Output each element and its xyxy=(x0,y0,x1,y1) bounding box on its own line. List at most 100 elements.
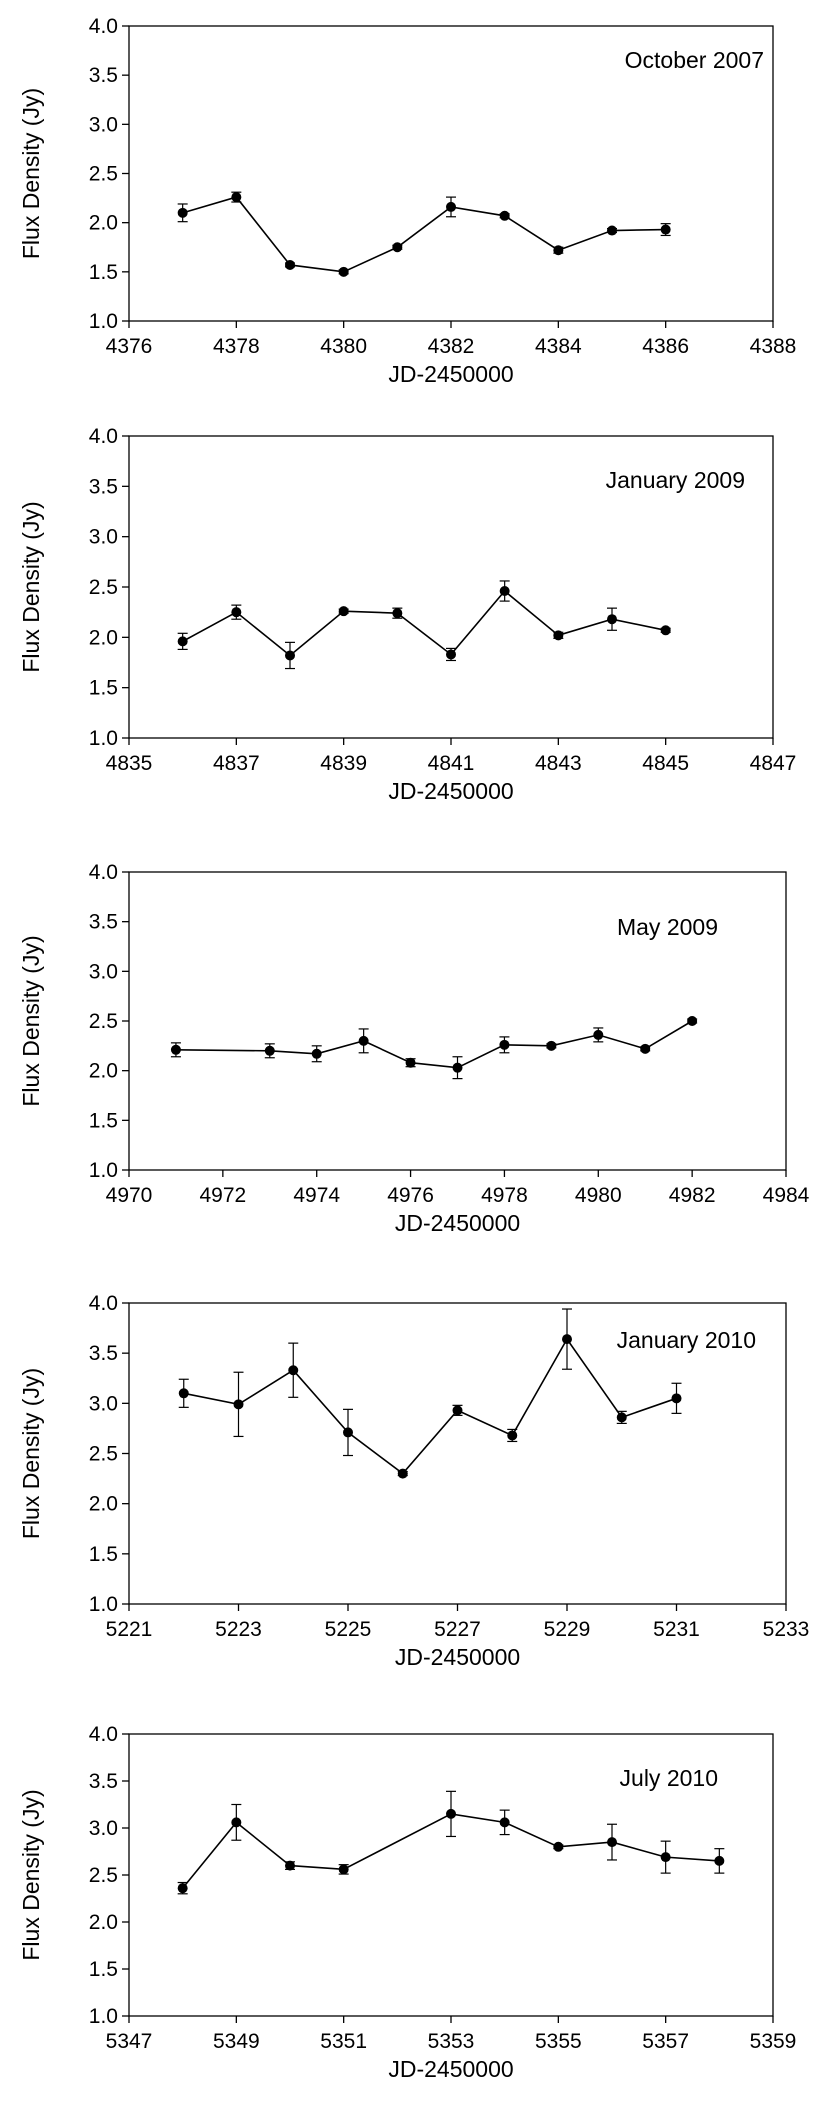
y-tick-label: 2.0 xyxy=(89,1060,118,1083)
x-tick-label: 5357 xyxy=(642,2030,689,2053)
data-point xyxy=(553,245,564,256)
x-tick-label: 5231 xyxy=(653,1618,700,1641)
data-point xyxy=(177,1883,188,1894)
data-point xyxy=(233,1399,244,1410)
data-point xyxy=(231,1817,242,1828)
y-tick-label: 1.0 xyxy=(89,1159,118,1182)
data-point xyxy=(177,207,188,218)
data-point xyxy=(392,608,403,619)
x-axis-title: JD-2450000 xyxy=(388,361,513,387)
y-tick-label: 3.0 xyxy=(89,1392,118,1415)
x-axis-title: JD-2450000 xyxy=(395,1210,520,1236)
x-tick-label: 5353 xyxy=(428,2030,475,2053)
series-line xyxy=(183,1337,677,1475)
x-tick-label: 4388 xyxy=(750,335,797,358)
chart-panel-3: 1.0 1.5 2.0 2.5 3.0 3.5 4.0 4970 4972 4974 4976 497… xyxy=(18,861,810,1236)
data-point xyxy=(499,1039,510,1050)
x-tick-label: 5359 xyxy=(750,2030,797,2053)
y-axis-title: Flux Density (Jy) xyxy=(18,88,44,259)
series-line xyxy=(182,589,666,657)
y-tick-label: 3.5 xyxy=(89,1342,118,1365)
data-point xyxy=(338,1864,349,1875)
data-point xyxy=(392,242,403,253)
x-tick-label: 4972 xyxy=(199,1184,246,1207)
data-point xyxy=(562,1334,572,1345)
data-point xyxy=(499,586,510,597)
data-point xyxy=(553,630,564,641)
x-tick-label: 4386 xyxy=(642,335,689,358)
x-tick-label: 4380 xyxy=(320,335,367,358)
x-tick-label: 4982 xyxy=(669,1184,716,1207)
data-point xyxy=(616,1412,627,1423)
data-point xyxy=(660,1852,671,1863)
x-tick-label: 5223 xyxy=(215,1618,262,1641)
chart-panel-4: 1.0 1.5 2.0 2.5 3.0 3.5 4.0 5221 5223 5225 5227 522… xyxy=(18,1292,809,1670)
x-tick-label: 5349 xyxy=(213,2030,260,2053)
data-point xyxy=(231,607,242,618)
data-point xyxy=(358,1035,369,1046)
data-point xyxy=(640,1043,651,1054)
x-tick-label: 4976 xyxy=(387,1184,434,1207)
x-tick-label: 5351 xyxy=(320,2030,367,2053)
y-tick-label: 2.0 xyxy=(89,212,118,235)
panel-title: October 2007 xyxy=(625,47,764,73)
data-point xyxy=(264,1045,275,1056)
y-tick-label: 2.0 xyxy=(89,1911,118,1934)
x-tick-label: 4970 xyxy=(106,1184,153,1207)
data-point xyxy=(593,1029,604,1040)
data-point xyxy=(687,1016,698,1026)
x-tick-label: 4384 xyxy=(535,335,582,358)
data-point xyxy=(499,210,510,221)
y-tick-label: 1.5 xyxy=(89,1109,118,1132)
data-point xyxy=(178,1388,189,1399)
y-tick-label: 1.5 xyxy=(89,1958,118,1981)
y-tick-label: 3.5 xyxy=(89,64,118,87)
x-tick-label: 4376 xyxy=(106,335,153,358)
data-point xyxy=(446,201,456,212)
y-tick-label: 2.0 xyxy=(89,1493,118,1516)
data-point xyxy=(170,1044,181,1055)
x-tick-label: 4837 xyxy=(213,752,260,775)
y-tick-label: 1.5 xyxy=(89,677,118,700)
y-tick-label: 1.0 xyxy=(89,310,118,333)
data-point xyxy=(660,224,671,235)
x-tick-label: 5225 xyxy=(325,1618,372,1641)
x-tick-label: 4382 xyxy=(428,335,475,358)
data-point xyxy=(553,1841,564,1852)
data-point xyxy=(285,259,295,270)
data-point xyxy=(660,625,671,636)
y-axis-title: Flux Density (Jy) xyxy=(18,501,44,672)
series-line xyxy=(182,196,666,273)
x-tick-label: 5347 xyxy=(106,2030,153,2053)
y-tick-label: 2.5 xyxy=(89,576,118,599)
y-tick-label: 3.5 xyxy=(89,1770,118,1793)
data-point xyxy=(405,1057,416,1068)
data-point xyxy=(607,614,617,625)
panel-title: January 2009 xyxy=(606,467,745,493)
x-tick-label: 5221 xyxy=(106,1618,153,1641)
series-line xyxy=(175,1020,693,1069)
y-tick-label: 3.0 xyxy=(89,1817,118,1840)
y-tick-label: 1.0 xyxy=(89,1593,118,1616)
x-tick-label: 4839 xyxy=(320,752,367,775)
panel-title: January 2010 xyxy=(617,1327,756,1353)
data-point xyxy=(338,606,349,617)
y-tick-label: 4.0 xyxy=(89,861,118,884)
data-point xyxy=(507,1430,518,1441)
y-axis-title: Flux Density (Jy) xyxy=(18,935,44,1106)
chart-panel-2: 1.0 1.5 2.0 2.5 3.0 3.5 4.0 4835 4837 4839 4841 484… xyxy=(18,425,796,804)
y-tick-label: 2.0 xyxy=(89,626,118,649)
y-tick-label: 2.5 xyxy=(89,1864,118,1887)
panel-title: July 2010 xyxy=(620,1765,718,1791)
data-point xyxy=(231,192,242,203)
x-tick-label: 4843 xyxy=(535,752,582,775)
y-tick-label: 1.0 xyxy=(89,2005,118,2028)
x-axis-title: JD-2450000 xyxy=(388,778,513,804)
x-tick-label: 5227 xyxy=(434,1618,481,1641)
y-tick-label: 4.0 xyxy=(89,425,118,448)
data-point xyxy=(285,650,295,661)
y-tick-label: 1.5 xyxy=(89,1543,118,1566)
data-point xyxy=(177,636,188,647)
y-tick-label: 3.0 xyxy=(89,113,118,136)
